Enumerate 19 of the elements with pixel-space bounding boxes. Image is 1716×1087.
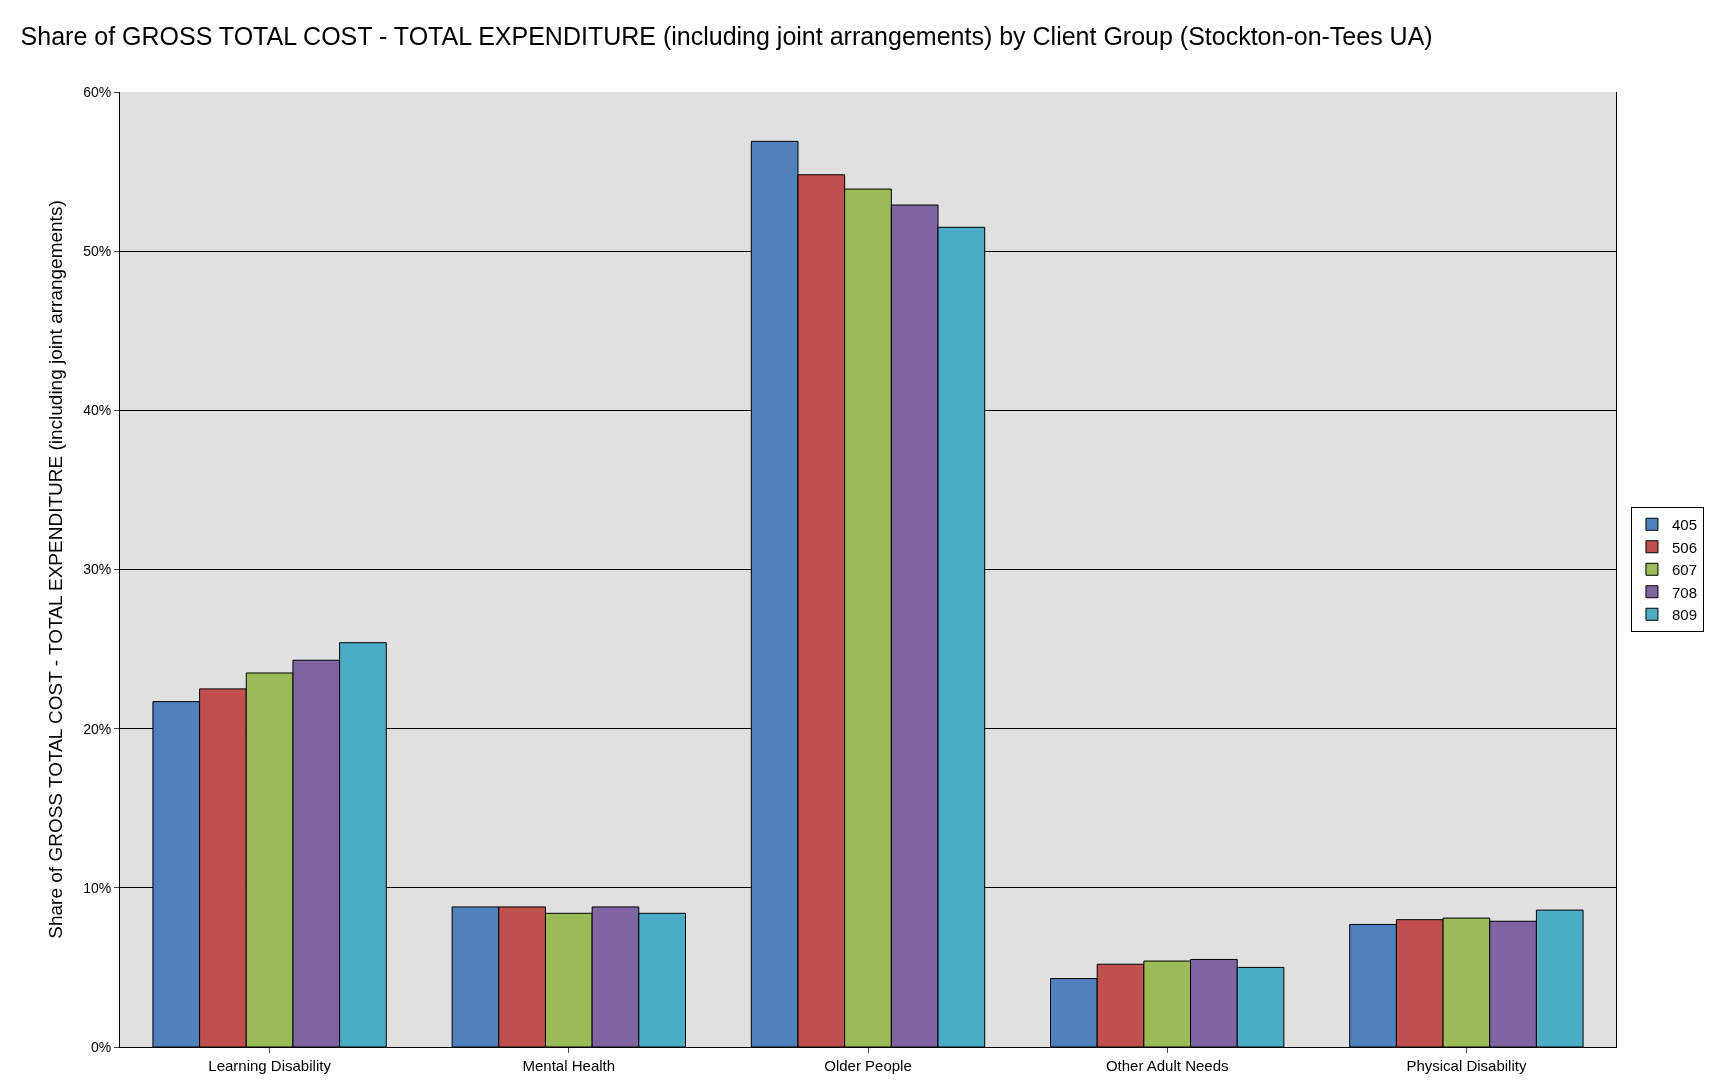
x-tick-label: Other Adult Needs xyxy=(1105,1057,1229,1074)
y-tick-label: 60% xyxy=(83,83,112,100)
legend-label: 708 xyxy=(1671,583,1697,601)
legend-label: 607 xyxy=(1671,561,1697,579)
y-tick-label: 10% xyxy=(83,879,112,896)
y-tick-label: 30% xyxy=(83,561,112,578)
legend-label: 506 xyxy=(1671,538,1697,556)
y-tick-label: 20% xyxy=(83,720,112,737)
chart-title: Share of GROSS TOTAL COST - TOTAL EXPENDITURE (including joint arrangements) by Client Group (Stockton-on-Tees UA) xyxy=(20,21,1433,50)
y-tick-label: 40% xyxy=(83,402,112,419)
x-tick-label: Physical Disability xyxy=(1406,1057,1527,1074)
y-tick-label: 0% xyxy=(90,1038,112,1055)
x-tick-label: Learning Disability xyxy=(208,1057,332,1074)
y-tick-label: 50% xyxy=(83,243,112,260)
legend-label: 405 xyxy=(1671,516,1697,534)
legend-label: 809 xyxy=(1671,606,1697,624)
x-tick-label: Mental Health xyxy=(522,1057,616,1074)
y-axis-title: Share of GROSS TOTAL COST - TOTAL EXPENDITURE (including joint arrangements) xyxy=(45,200,67,939)
x-tick-label: Older People xyxy=(824,1057,912,1074)
